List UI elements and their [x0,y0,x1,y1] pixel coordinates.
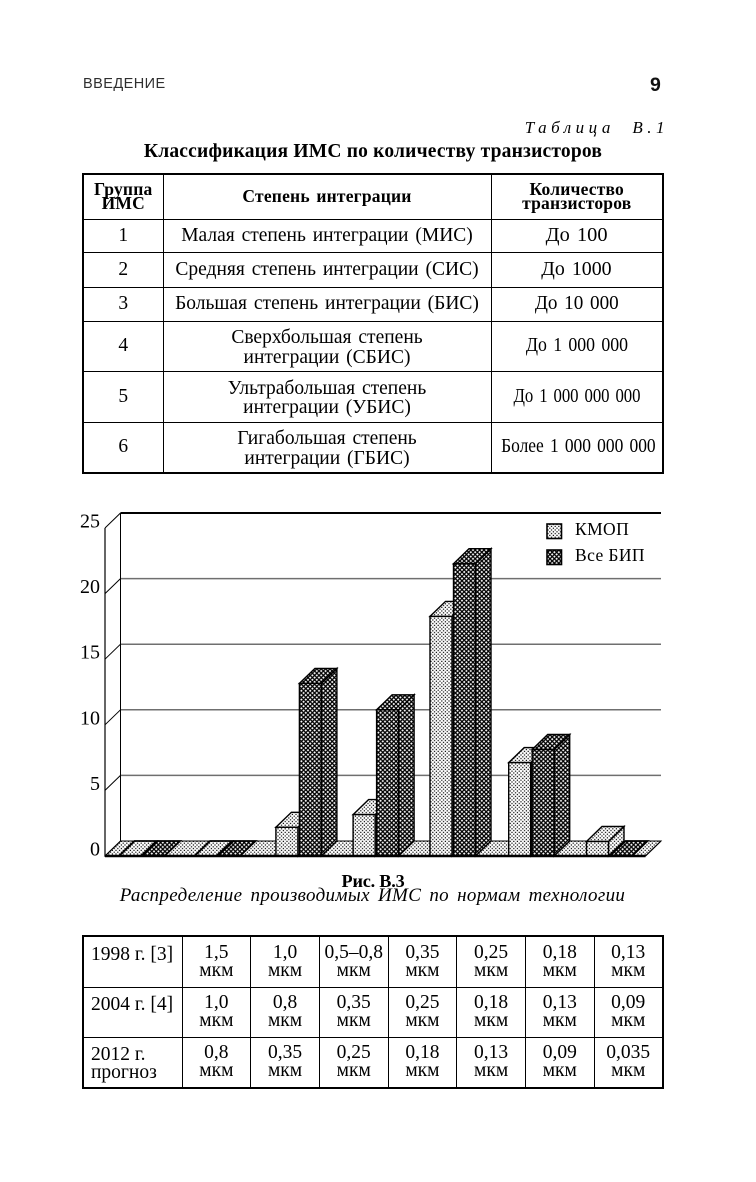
svg-text:15: 15 [80,642,100,664]
svg-text:Все БИП: Все БИП [575,545,645,565]
svg-text:10: 10 [80,707,100,729]
svg-text:КМОП: КМОП [575,519,629,539]
svg-text:25: 25 [80,511,100,533]
svg-text:20: 20 [80,576,100,598]
svg-text:0: 0 [90,839,100,861]
svg-text:5: 5 [90,773,100,795]
